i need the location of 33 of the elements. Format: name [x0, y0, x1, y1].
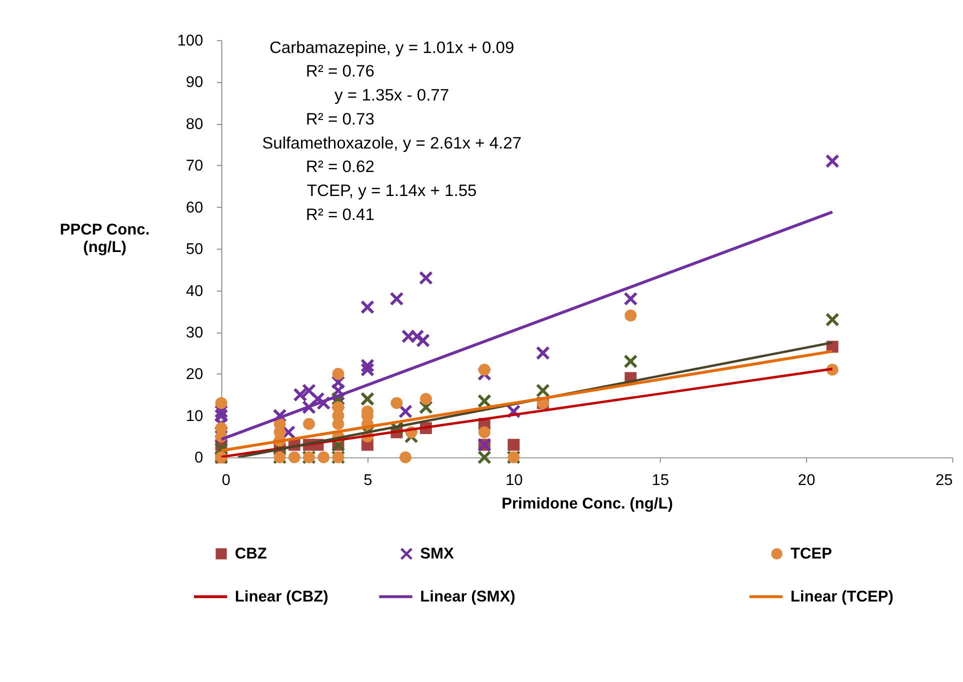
legend-label: SMX: [420, 546, 454, 563]
x-axis-title: Primidone Conc. (ng/L): [502, 495, 673, 512]
legend-label: Linear (TCEP): [790, 588, 894, 606]
legend-label: Linear (SMX): [420, 588, 516, 606]
y-tick-label: 80: [186, 116, 204, 133]
x-tick-label: 5: [364, 472, 373, 490]
x-tick-label: 20: [798, 472, 816, 490]
legend-label: Linear (CBZ): [234, 588, 328, 606]
legend-label: CBZ: [234, 546, 268, 563]
y-tick-label: 20: [186, 366, 204, 384]
y-tick-label: 90: [186, 74, 204, 92]
annotation: TCEP, y = 1.14x + 1.55: [306, 181, 477, 200]
annotation: Carbamazepine, y = 1.01x + 0.09: [269, 38, 514, 57]
annotation: y = 1.35x - 0.77: [334, 86, 450, 105]
x-tick-label: 10: [505, 472, 524, 490]
annotation: Sulfamethoxazole, y = 2.61x + 4.27: [262, 133, 522, 152]
y-tick-label: 30: [186, 324, 204, 342]
y-tick-label: 70: [186, 158, 204, 175]
y-tick-label: 100: [177, 32, 204, 50]
x-tick-label: 0: [222, 472, 231, 490]
y-tick-label: 10: [186, 408, 204, 425]
x-tick-label: 25: [935, 472, 954, 490]
y-tick-label: 0: [194, 450, 204, 467]
legend-label: TCEP: [790, 546, 832, 563]
annotation: R² = 0.76: [306, 62, 374, 81]
y-axis-title: PPCP Conc. (ng/L): [60, 222, 150, 256]
y-tick-label: 50: [186, 241, 204, 258]
y-tick-label: 40: [186, 282, 204, 300]
y-tick-label: 60: [186, 199, 204, 216]
annotation: R² = 0.41: [306, 204, 374, 224]
annotation: R² = 0.62: [306, 157, 374, 176]
annotation: R² = 0.73: [306, 109, 374, 128]
x-tick-label: 15: [652, 472, 670, 490]
